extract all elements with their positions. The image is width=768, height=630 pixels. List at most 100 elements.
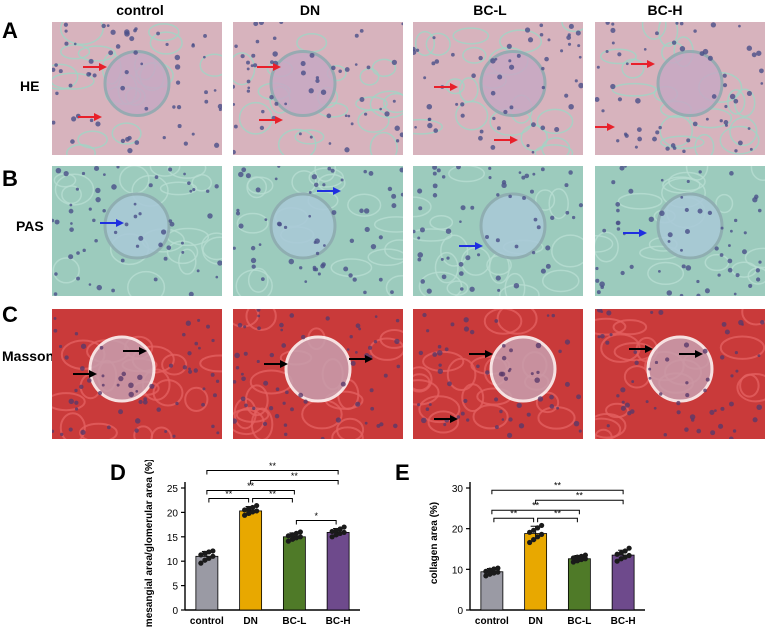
bar xyxy=(239,510,263,611)
column-label-bcl: BC-L xyxy=(473,2,507,18)
data-point xyxy=(495,565,501,571)
arrow-icon xyxy=(78,113,102,121)
micrograph-he-bch xyxy=(595,22,765,155)
arrow-icon xyxy=(679,350,703,358)
row-label-masson: Masson xyxy=(2,348,55,364)
data-point xyxy=(206,549,212,555)
y-tick-label: 5 xyxy=(172,582,178,593)
data-point xyxy=(254,508,260,514)
data-point xyxy=(250,509,256,515)
x-tick-label: DN xyxy=(528,616,542,627)
panel-letter-e: E xyxy=(395,460,410,485)
data-point xyxy=(483,568,489,574)
x-tick-label: DN xyxy=(243,616,257,627)
data-point xyxy=(578,553,584,559)
significance-bracket xyxy=(535,499,624,505)
data-point xyxy=(333,532,339,538)
significance-bracket xyxy=(295,520,337,525)
arrow-icon xyxy=(629,345,653,353)
micrograph-pas-control xyxy=(52,166,222,296)
data-point xyxy=(626,552,632,559)
data-point xyxy=(487,571,493,577)
arrow-icon xyxy=(494,136,518,144)
data-point xyxy=(293,530,299,536)
data-point xyxy=(622,548,628,554)
micrograph-masson-bch xyxy=(595,309,765,439)
data-point xyxy=(535,525,541,531)
data-point xyxy=(285,538,291,544)
micrograph-he-control xyxy=(52,22,222,155)
data-point xyxy=(527,539,533,546)
arrow-icon xyxy=(434,83,458,91)
significance-bracket xyxy=(250,480,339,485)
micrograph-pas-bcl xyxy=(413,166,583,296)
y-tick-label: 0 xyxy=(172,606,178,617)
data-point xyxy=(246,510,252,516)
data-point xyxy=(293,535,299,541)
data-point xyxy=(202,550,208,556)
significance-bracket xyxy=(208,498,250,503)
data-point xyxy=(297,534,303,540)
data-point xyxy=(337,530,343,536)
significance-label: ** xyxy=(554,481,562,491)
data-point xyxy=(570,559,576,565)
column-label-dn: DN xyxy=(299,2,321,18)
data-point xyxy=(483,573,489,579)
significance-label: ** xyxy=(576,491,584,501)
data-point xyxy=(198,560,204,566)
significance-label: ** xyxy=(510,509,518,519)
data-point xyxy=(539,531,545,537)
data-point xyxy=(495,569,501,575)
data-point xyxy=(242,507,248,513)
arrow-icon xyxy=(595,123,615,131)
column-label-control: control xyxy=(116,2,164,18)
data-point xyxy=(539,522,545,529)
data-point xyxy=(491,566,497,572)
data-point xyxy=(341,524,347,530)
significance-bracket xyxy=(537,517,578,523)
x-tick-label: BC-L xyxy=(282,616,306,627)
arrow-icon xyxy=(317,187,341,195)
arrow-icon xyxy=(469,350,493,358)
significance-bracket xyxy=(491,489,624,495)
data-point xyxy=(341,529,347,536)
y-tick-label: 0 xyxy=(457,606,463,617)
arrow-icon xyxy=(259,116,283,124)
chart-collagen-area: 0 10 20 30 collagen area (%) control DN BC-L BC-… xyxy=(429,481,645,627)
data-point xyxy=(574,554,580,560)
y-tick-label: 20 xyxy=(167,508,179,519)
data-point xyxy=(337,526,343,532)
panel-letter-a: A xyxy=(2,18,18,43)
data-point xyxy=(198,552,204,558)
data-point xyxy=(250,504,256,511)
y-tick-label: 15 xyxy=(167,533,179,544)
data-point xyxy=(574,558,580,564)
arrow-icon xyxy=(631,60,655,68)
micrograph-he-dn xyxy=(233,22,403,155)
arrow-icon xyxy=(83,63,107,71)
data-point xyxy=(618,556,624,562)
y-tick-label: 10 xyxy=(167,557,179,568)
y-tick-label: 30 xyxy=(452,484,464,495)
arrow-icon xyxy=(257,63,281,71)
y-tick-label: 25 xyxy=(167,484,179,495)
significance-bracket xyxy=(206,490,295,495)
micrograph-masson-bcl xyxy=(413,309,583,439)
panel-letter-c: C xyxy=(2,302,18,327)
data-point xyxy=(210,553,216,559)
x-tick-label: control xyxy=(475,616,509,627)
data-point xyxy=(491,570,497,576)
bar xyxy=(326,532,350,611)
data-point xyxy=(333,527,339,534)
y-axis-label: mesangial area/glomerular area (%) xyxy=(144,460,155,627)
significance-label: ** xyxy=(225,489,233,499)
chart-mesangial-area: 0 5 10 15 20 25 mesangial area/glomerular area… xyxy=(144,460,360,627)
arrow-icon xyxy=(623,229,647,237)
bar xyxy=(282,536,306,611)
bar xyxy=(611,554,635,611)
data-point xyxy=(487,567,493,573)
micrograph-pas-dn xyxy=(233,166,403,296)
panel-letter-d: D xyxy=(110,460,126,485)
arrow-icon xyxy=(73,370,97,378)
data-point xyxy=(246,505,252,512)
